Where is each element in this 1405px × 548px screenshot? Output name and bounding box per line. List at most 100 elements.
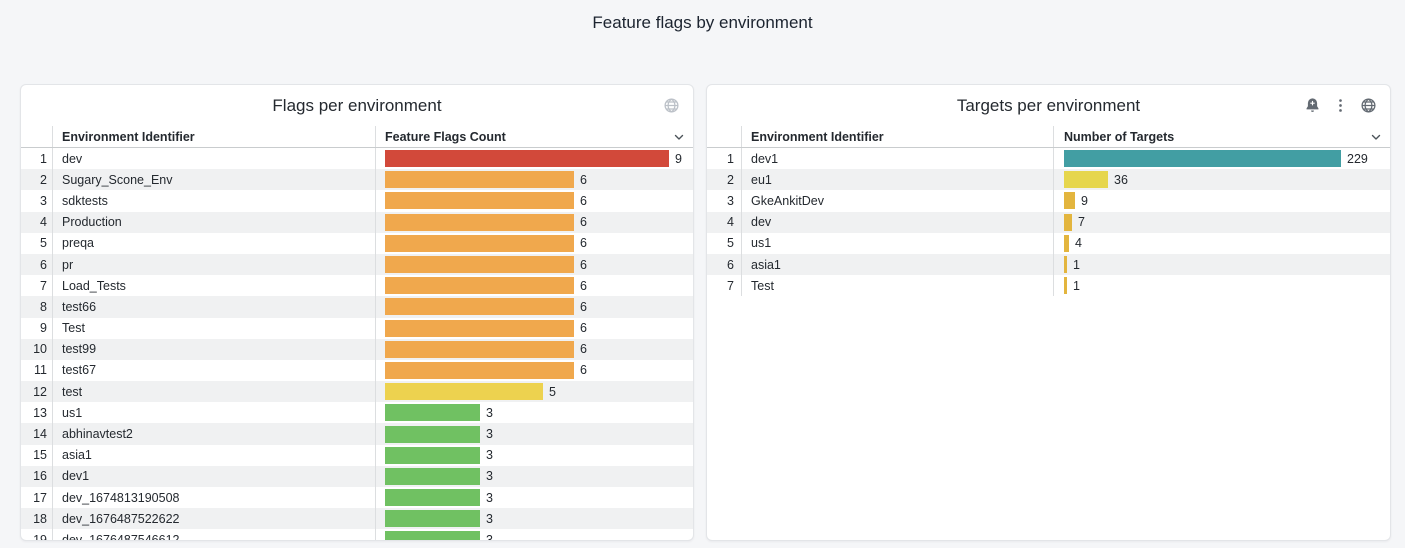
- column-header-environment[interactable]: Environment Identifier: [53, 126, 376, 147]
- table-row: 2 eu1 36: [707, 169, 1390, 191]
- environment-cell: dev: [742, 211, 1054, 233]
- environment-cell: Sugary_Scone_Env: [53, 169, 376, 191]
- bar-cell: 4: [1054, 233, 1390, 254]
- table-row: 7 Load_Tests 6: [21, 275, 693, 297]
- kebab-menu-icon[interactable]: [1332, 97, 1349, 114]
- table-body: 1 dev1 229 2 eu1 36 3 GkeAnkitDev 9 4 de…: [707, 148, 1390, 297]
- value-label: 6: [580, 278, 587, 293]
- bar-cell: 9: [1054, 190, 1390, 211]
- table-row: 18 dev_1676487522622 3: [21, 508, 693, 530]
- bar-cell: 1: [1054, 275, 1390, 296]
- bar-cell: 6: [376, 233, 693, 254]
- bar-cell: 7: [1054, 212, 1390, 233]
- bar-cell: 6: [376, 212, 693, 233]
- panel-header: Targets per environment: [707, 85, 1390, 126]
- row-index: 5: [707, 232, 742, 254]
- row-index: 12: [21, 381, 53, 403]
- value-label: 229: [1347, 151, 1368, 166]
- column-header-value[interactable]: Feature Flags Count: [385, 129, 506, 144]
- environment-cell: test66: [53, 296, 376, 318]
- value-bar: [385, 404, 480, 422]
- table-row: 1 dev1 229: [707, 148, 1390, 170]
- environment-cell: test99: [53, 338, 376, 360]
- value-label: 6: [580, 299, 587, 314]
- value-bar: [385, 340, 574, 358]
- environment-cell: dev: [53, 148, 376, 170]
- value-label: 3: [486, 469, 493, 484]
- globe-icon[interactable]: [663, 97, 680, 114]
- environment-cell: dev_1676487546612: [53, 529, 376, 540]
- environment-cell: Test: [53, 317, 376, 339]
- bar-cell: 1: [1054, 254, 1390, 275]
- chevron-down-icon[interactable]: [672, 130, 686, 144]
- panel-header: Flags per environment: [21, 85, 693, 126]
- table-row: 9 Test 6: [21, 317, 693, 339]
- environment-cell: pr: [53, 253, 376, 276]
- value-bar: [385, 234, 574, 252]
- row-index: 4: [707, 211, 742, 233]
- table-row: 15 asia1 3: [21, 444, 693, 466]
- row-index: 8: [21, 296, 53, 318]
- bar-cell: 6: [376, 254, 693, 275]
- value-label: 6: [580, 236, 587, 251]
- table-header-row: Environment Identifier Number of Targets: [707, 126, 1390, 148]
- value-bar: [385, 256, 574, 274]
- page-title: Feature flags by environment: [592, 13, 813, 32]
- row-index: 4: [21, 211, 53, 233]
- value-bar: [385, 446, 480, 464]
- value-label: 6: [580, 172, 587, 187]
- row-index: 7: [21, 275, 53, 297]
- environment-cell: Production: [53, 211, 376, 233]
- column-header-environment[interactable]: Environment Identifier: [742, 126, 1054, 147]
- value-bar: [385, 361, 574, 379]
- row-index: 7: [707, 275, 742, 297]
- dashboard-panel: Targets per environment Environment Iden…: [706, 84, 1391, 541]
- value-label: 3: [486, 405, 493, 420]
- value-label: 1: [1073, 278, 1080, 293]
- bar-cell: 229: [1054, 148, 1390, 169]
- row-index: 3: [21, 190, 53, 212]
- value-label: 7: [1078, 215, 1085, 230]
- bar-cell: 6: [376, 169, 693, 190]
- column-header-value[interactable]: Number of Targets: [1064, 129, 1175, 144]
- value-bar: [1064, 171, 1108, 189]
- table-row: 3 sdktests 6: [21, 190, 693, 212]
- panel-icons: [1304, 85, 1377, 126]
- environment-cell: us1: [742, 232, 1054, 254]
- environment-cell: sdktests: [53, 190, 376, 212]
- row-index: 6: [21, 253, 53, 276]
- bar-cell: 9: [376, 148, 693, 169]
- row-index: 2: [21, 169, 53, 191]
- alert-bell-icon[interactable]: [1304, 97, 1321, 114]
- bar-cell: 5: [376, 381, 693, 402]
- table-row: 17 dev_1674813190508 3: [21, 487, 693, 509]
- row-index: 10: [21, 338, 53, 360]
- value-label: 9: [1081, 193, 1088, 208]
- bar-cell: 3: [376, 529, 693, 540]
- environment-cell: us1: [53, 402, 376, 424]
- table-row: 8 test66 6: [21, 296, 693, 318]
- environment-cell: dev1: [53, 465, 376, 487]
- chevron-down-icon[interactable]: [1369, 130, 1383, 144]
- environment-cell: Load_Tests: [53, 275, 376, 297]
- row-index: 19: [21, 529, 53, 540]
- value-label: 4: [1075, 236, 1082, 251]
- row-index: 3: [707, 190, 742, 212]
- table-row: 10 test99 6: [21, 338, 693, 360]
- row-index: 17: [21, 487, 53, 509]
- table-row: 6 pr 6: [21, 253, 693, 276]
- bar-cell: 3: [376, 402, 693, 423]
- table-row: 16 dev1 3: [21, 465, 693, 487]
- row-index: 1: [21, 148, 53, 170]
- table-row: 7 Test 1: [707, 275, 1390, 297]
- value-bar: [385, 531, 480, 540]
- value-bar: [1064, 234, 1069, 252]
- bar-cell: 6: [376, 275, 693, 296]
- table-header-row: Environment Identifier Feature Flags Cou…: [21, 126, 693, 148]
- value-label: 6: [580, 363, 587, 378]
- environment-cell: dev_1676487522622: [53, 508, 376, 530]
- bar-cell: 6: [376, 190, 693, 211]
- globe-icon[interactable]: [1360, 97, 1377, 114]
- value-bar: [385, 298, 574, 316]
- environment-cell: dev_1674813190508: [53, 487, 376, 509]
